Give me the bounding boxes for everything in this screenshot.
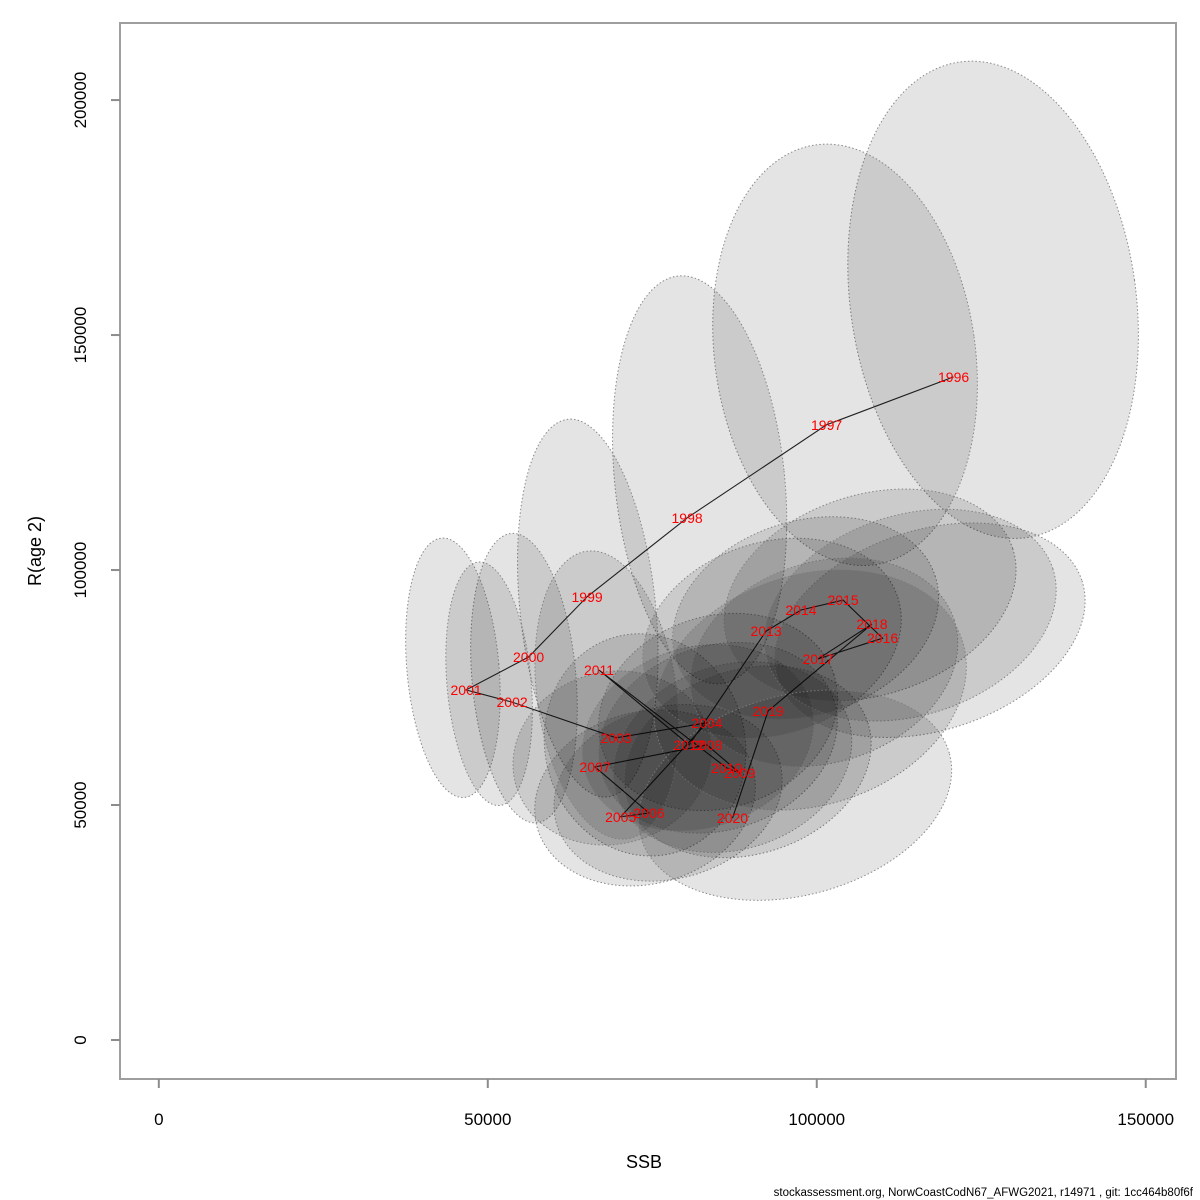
- year-label-2016: 2016: [867, 630, 898, 646]
- year-label-2004: 2004: [691, 715, 722, 731]
- y-tick-label: 50000: [71, 781, 90, 828]
- trajectory-line-layer: [464, 376, 954, 819]
- year-label-2008: 2008: [691, 737, 722, 753]
- confidence-ellipse-2015: [723, 488, 1017, 702]
- x-tick-label: 50000: [464, 1110, 511, 1129]
- trajectory-line: [464, 376, 954, 819]
- year-label-2013: 2013: [751, 623, 782, 639]
- confidence-ellipse-1996: [847, 60, 1139, 539]
- year-label-2014: 2014: [785, 602, 816, 618]
- year-label-2006: 2006: [633, 805, 664, 821]
- year-label-1998: 1998: [672, 510, 703, 526]
- year-label-2000: 2000: [513, 649, 544, 665]
- year-label-2001: 2001: [451, 682, 482, 698]
- confidence-ellipse-2005: [534, 709, 756, 887]
- confidence-ellipse-2018: [763, 508, 1057, 722]
- x-axis-title: SSB: [626, 1152, 662, 1172]
- axis-layer: 0 50000 100000 150000 0 50000 100000 150000 2000…: [71, 22, 1177, 1129]
- x-tick-label: 100000: [788, 1110, 845, 1129]
- confidence-ellipse-2007: [512, 670, 712, 846]
- confidence-ellipse-2002: [445, 561, 533, 807]
- y-tick-label: 150000: [71, 307, 90, 364]
- year-label-2017: 2017: [803, 651, 834, 667]
- footer-attribution: stockassessment.org, NorwCoastCodN67_AFW…: [774, 1187, 1194, 1199]
- confidence-ellipse-2017: [689, 557, 959, 767]
- x-tick-label: 150000: [1117, 1110, 1174, 1129]
- y-tick-label: 200000: [71, 72, 90, 129]
- confidence-ellipse-2006: [553, 703, 783, 882]
- confidence-ellipse-2020: [637, 689, 953, 901]
- confidence-ellipse-layer: [405, 60, 1139, 901]
- plot-frame: [119, 22, 1177, 1080]
- year-label-1997: 1997: [811, 417, 842, 433]
- year-label-2012: 2012: [674, 737, 705, 753]
- year-label-2019: 2019: [753, 703, 784, 719]
- x-tick-label: 0: [154, 1110, 163, 1129]
- year-label-2015: 2015: [828, 592, 859, 608]
- confidence-ellipse-2008: [598, 641, 838, 834]
- year-label-2018: 2018: [856, 616, 887, 632]
- year-label-2003: 2003: [601, 730, 632, 746]
- confidence-ellipse-2013: [642, 537, 902, 739]
- y-tick-label: 0: [71, 1035, 90, 1044]
- year-label-1999: 1999: [572, 589, 603, 605]
- y-tick-label: 100000: [71, 542, 90, 599]
- confidence-ellipse-1999: [517, 418, 659, 798]
- y-axis-title: R(age 2): [25, 516, 45, 586]
- confidence-ellipse-2003: [543, 633, 747, 857]
- confidence-ellipse-2010: [612, 661, 853, 853]
- confidence-ellipse-2011: [534, 550, 680, 840]
- year-label-1996: 1996: [938, 369, 969, 385]
- year-label-2011: 2011: [584, 662, 614, 678]
- confidence-ellipse-2004: [598, 612, 839, 812]
- year-label-2010: 2010: [711, 760, 742, 776]
- year-label-2020: 2020: [717, 810, 748, 826]
- confidence-ellipse-2001: [405, 537, 501, 799]
- year-label-2002: 2002: [497, 694, 528, 710]
- year-label-2005: 2005: [605, 809, 636, 825]
- confidence-ellipse-1998: [612, 275, 788, 685]
- confidence-ellipse-2014: [672, 516, 940, 720]
- confidence-ellipse-2012: [581, 644, 814, 832]
- year-label-2009: 2009: [724, 765, 755, 781]
- year-label-2007: 2007: [579, 759, 610, 775]
- confidence-ellipse-2009: [623, 665, 872, 859]
- year-label-layer: 1996 1997 1998 1999 2000 2001 2002 2003 2004 2005…: [451, 369, 970, 826]
